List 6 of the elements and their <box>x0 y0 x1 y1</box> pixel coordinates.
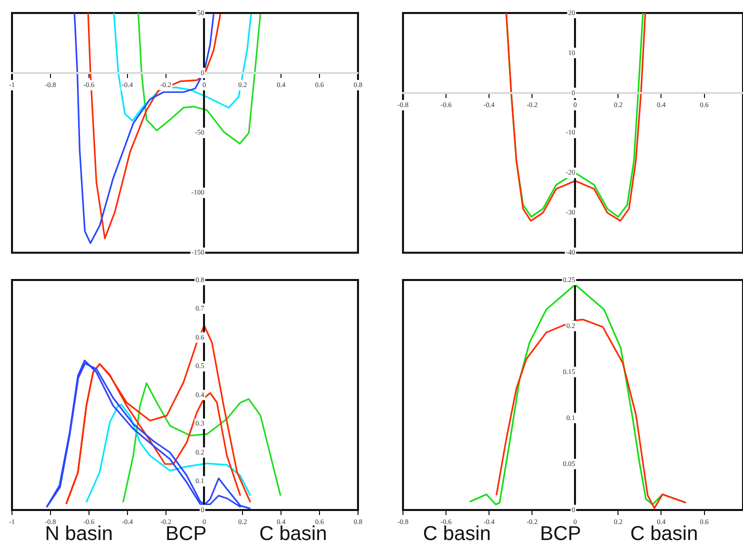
text: BCP <box>165 523 207 545</box>
text: C basin <box>423 523 491 545</box>
text: BCP <box>540 523 582 545</box>
text: C basin <box>259 523 327 545</box>
text: C basin <box>630 523 698 545</box>
text: N basin <box>45 523 113 545</box>
